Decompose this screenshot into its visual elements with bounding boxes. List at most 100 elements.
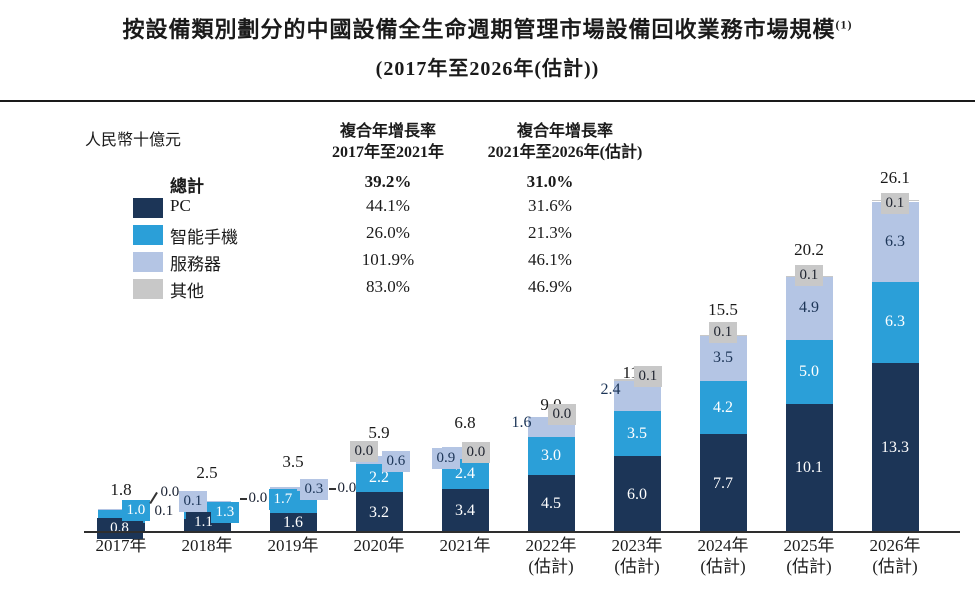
- cagr-value-2021-2026: 31.0%: [526, 172, 574, 191]
- cagr-value-2017-2021: 44.1%: [366, 196, 410, 215]
- legend-swatch-其他: [133, 279, 163, 299]
- x-axis-category-label: 2017年: [95, 536, 147, 555]
- bar-segment-0: [613, 456, 661, 533]
- chart-column: 3.5 2019年 1.6 1.7 0.3 0.0: [250, 173, 357, 555]
- bar-segment-0: [269, 512, 317, 533]
- bar-segment-0: [699, 434, 747, 533]
- segment-value-label: 3.2: [369, 503, 389, 521]
- chart-column: 26.1 2026年 (估計) 13.3 6.3 6.3 0.1: [852, 168, 938, 576]
- segment-value-chip: 0.0: [461, 442, 491, 463]
- chart-column: 20.2 2025年 (估計) 10.1 5.0 4.9 0.1: [766, 173, 852, 576]
- bar-total-label: 20.2: [794, 240, 824, 259]
- bar-segment-1: [527, 437, 575, 476]
- bar-segment-1: [613, 411, 661, 457]
- bar-total-label: 5.9: [368, 423, 390, 442]
- cagr-value-2021-2026: 46.9%: [528, 277, 572, 296]
- segment-value-label: 6.0: [627, 485, 647, 503]
- bar-segment-0: [871, 362, 919, 533]
- stacked-bar: 1.1 0.1 1.3 0.0: [178, 490, 267, 533]
- x-axis-category-label: 2018年: [181, 536, 233, 555]
- segment-value-label: 5.0: [799, 362, 819, 380]
- x-axis-category-label: 2026年 (估計): [869, 536, 921, 576]
- stacked-bar: 7.7 4.2 3.5 0.1: [699, 322, 747, 533]
- stacked-bar: 13.3 6.3 6.3 0.1: [871, 193, 919, 533]
- segment-value-label: 3.5: [627, 424, 647, 442]
- label-leader-line: [328, 488, 336, 490]
- bar-segment-0: [527, 475, 575, 533]
- segment-value-label: 2.2: [369, 468, 389, 486]
- chart-column: 1.8 2017年 0.8 1.0 0.1 0.0: [78, 173, 180, 555]
- cagr-value-2021-2026: 21.3%: [528, 223, 572, 242]
- bar-segment-0: [441, 489, 489, 533]
- cagr-value-2021-2026: 46.1%: [528, 250, 572, 269]
- segment-value-label: 4.5: [541, 495, 561, 513]
- segment-value-chip: 0.1: [633, 366, 663, 387]
- segment-value-label: 4.2: [713, 398, 733, 416]
- segment-value-chip: 0.0: [349, 441, 379, 462]
- stacked-bar: 3.2 2.2 0.0 0.6: [349, 441, 411, 533]
- stacked-bar: 6.0 3.5 2.4 0.1: [601, 366, 663, 533]
- segment-value-label: 10.1: [795, 459, 823, 477]
- legend-label: 服務器: [170, 255, 221, 274]
- footnote-marker: (1): [835, 17, 853, 32]
- segment-value-chip: 0.1: [708, 322, 738, 343]
- bar-segment-0: [785, 403, 833, 533]
- stacked-bar: 0.8 1.0 0.1 0.0: [96, 484, 179, 539]
- x-axis-category-label: 2019年: [267, 536, 319, 555]
- x-axis-category-label: 2025年 (估計): [783, 536, 835, 576]
- x-axis-category-label: 2024年 (估計): [697, 536, 749, 576]
- segment-value-chip: 0.3: [299, 479, 329, 500]
- segment-value-label: 3.0: [541, 447, 561, 465]
- segment-value-chip: 0.8: [96, 518, 143, 539]
- chart-column: 2.5 2018年 1.1 0.1 1.3 0.0: [164, 173, 267, 555]
- bar-total-label: 6.8: [454, 413, 476, 432]
- label-leader-line: [239, 498, 247, 500]
- cagr-value-2017-2021: 39.2%: [364, 172, 412, 191]
- chart-title: 按設備類別劃分的中國設備全生命週期管理市場設備回收業務市場規模(1): [122, 17, 853, 42]
- y-axis-unit-label: 人民幣十億元: [85, 132, 182, 149]
- cagr-value-2021-2026: 31.6%: [528, 196, 572, 215]
- segment-value-label: 1.6: [283, 513, 303, 531]
- x-axis-category-label: 2022年 (估計): [525, 536, 577, 576]
- stacked-bar: 1.6 1.7 0.3 0.0: [268, 479, 356, 533]
- legend-label: 智能手機: [170, 228, 238, 247]
- bar-segment-1: [699, 380, 747, 435]
- stacked-bar: 4.5 3.0 1.6 0.0: [512, 404, 577, 533]
- stacked-bar: 10.1 5.0 4.9 0.1: [785, 265, 833, 533]
- legend-swatch-智能手機: [133, 225, 163, 245]
- segment-value-text: 0.0: [160, 484, 180, 500]
- x-axis-category-label: 2021年: [439, 536, 491, 555]
- legend-swatch-服務器: [133, 252, 163, 272]
- segment-value-label: 3.5: [713, 349, 733, 367]
- cagr-value-2017-2021: 101.9%: [361, 250, 415, 269]
- segment-value-chip: 0.1: [178, 491, 208, 512]
- cagr-column-header-2017-2021: 複合年增長率 2017年至2021年: [331, 123, 444, 161]
- cagr-column-header-2021-2026: 複合年增長率 2021年至2026年(估計): [487, 123, 643, 161]
- x-axis-category-label: 2023年 (估計): [611, 536, 663, 576]
- legend-label: 總計: [170, 177, 204, 196]
- chart-column: 5.9 2020年 3.2 2.2 0.0 0.6: [336, 173, 422, 555]
- segment-value-chip: 0.0: [547, 404, 577, 425]
- bar-total-label: 2.5: [196, 463, 218, 482]
- bar-segment-1: [871, 282, 919, 363]
- bar-segment-2: [97, 508, 145, 510]
- segment-value-chip: 0.6: [381, 451, 411, 472]
- bar-segment-2: [871, 201, 919, 283]
- divider-line: [0, 100, 975, 102]
- legend-label: 其他: [170, 282, 204, 301]
- bar-segment-2: [785, 277, 833, 340]
- bar-segment-2: [269, 486, 317, 491]
- segment-value-label: 3.4: [455, 502, 475, 520]
- chart-column: 6.8 2021年 3.4 2.4 0.9 0.0: [422, 173, 508, 555]
- segment-value-chip: 1.0: [121, 500, 151, 521]
- segment-value-chip: 0.9: [431, 448, 461, 469]
- segment-value-chip: 0.1: [794, 265, 824, 286]
- bar-segment-2: [355, 456, 403, 464]
- bar-segment-2: [699, 335, 747, 381]
- x-axis-category-label: 2020年: [353, 536, 405, 555]
- segment-value-chip: 0.1: [880, 193, 910, 214]
- bar-total-label: 3.5: [282, 452, 304, 471]
- segment-value-chip: 1.3: [210, 502, 240, 523]
